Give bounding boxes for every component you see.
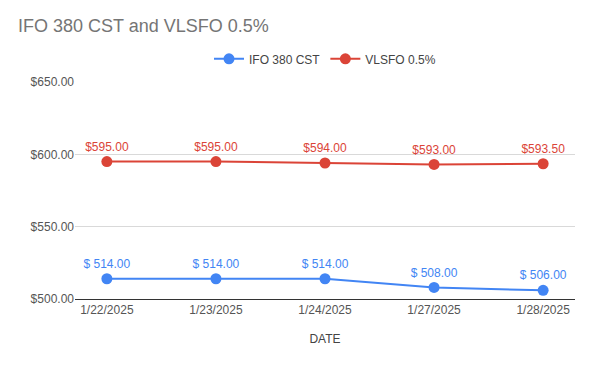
svg-text:$593.50: $593.50 (521, 142, 565, 156)
svg-text:1/27/2025: 1/27/2025 (407, 303, 461, 317)
svg-text:$500.00: $500.00 (31, 292, 75, 306)
svg-text:$600.00: $600.00 (31, 148, 75, 162)
svg-text:$ 514.00: $ 514.00 (302, 257, 349, 271)
svg-text:IFO 380 CST: IFO 380 CST (249, 53, 320, 67)
svg-text:$ 508.00: $ 508.00 (411, 266, 458, 280)
svg-text:$594.00: $594.00 (303, 141, 347, 155)
svg-text:1/23/2025: 1/23/2025 (189, 303, 243, 317)
svg-text:$ 506.00: $ 506.00 (520, 268, 567, 282)
svg-text:$ 514.00: $ 514.00 (193, 257, 240, 271)
svg-text:1/22/2025: 1/22/2025 (80, 303, 134, 317)
svg-text:IFO 380 CST and VLSFO 0.5%: IFO 380 CST and VLSFO 0.5% (18, 16, 269, 36)
svg-text:$595.00: $595.00 (194, 140, 238, 154)
svg-text:$650.00: $650.00 (31, 75, 75, 89)
svg-text:$550.00: $550.00 (31, 220, 75, 234)
svg-text:VLSFO 0.5%: VLSFO 0.5% (365, 53, 435, 67)
svg-text:DATE: DATE (309, 332, 340, 346)
svg-text:$ 514.00: $ 514.00 (84, 257, 131, 271)
svg-text:1/28/2025: 1/28/2025 (516, 303, 570, 317)
svg-text:$595.00: $595.00 (85, 140, 129, 154)
svg-text:1/24/2025: 1/24/2025 (298, 303, 352, 317)
svg-text:$593.00: $593.00 (412, 143, 456, 157)
